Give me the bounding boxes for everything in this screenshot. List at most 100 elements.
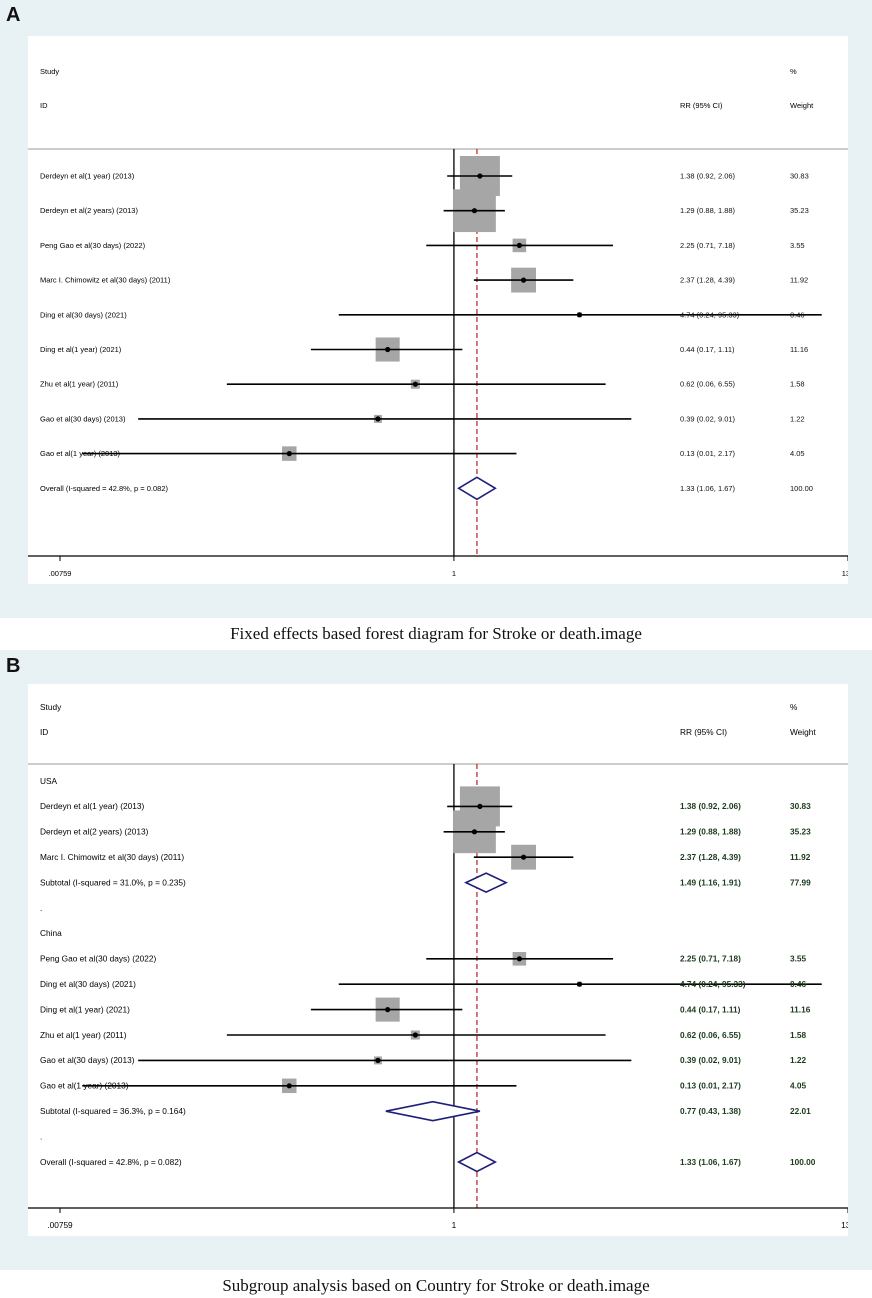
study-label: Gao et al(30 days) (2013) (40, 1055, 135, 1065)
weight-value: 1.58 (790, 380, 805, 389)
study-label: Zhu et al(1 year) (2011) (40, 1030, 127, 1040)
overall-label: Overall (I-squared = 42.8%, p = 0.082) (40, 1157, 182, 1167)
header-effect: RR (95% CI) (680, 101, 723, 110)
weight-value: 35.23 (790, 206, 809, 215)
weight-value: 11.16 (790, 1004, 811, 1014)
point-estimate (516, 242, 522, 248)
point-estimate (385, 1007, 391, 1013)
spacer-label: . (40, 903, 42, 913)
study-label: Derdeyn et al(1 year) (2013) (40, 801, 144, 811)
weight-value: 30.83 (790, 172, 809, 181)
point-estimate (576, 312, 583, 318)
weight-value: 22.01 (790, 1106, 811, 1116)
effect-value: 2.25 (0.71, 7.18) (680, 241, 736, 250)
weight-value: 100.00 (790, 1157, 816, 1167)
point-estimate (412, 381, 418, 387)
header-weight: Weight (790, 101, 814, 110)
study-label: Ding et al(30 days) (2021) (40, 979, 136, 989)
group-label: China (40, 928, 62, 938)
header-study: Study (40, 702, 62, 712)
panel-b-plot-area: Study ID RR (95% CI)% Weight USA Derdeyn et a… (28, 684, 855, 1236)
effect-value: 1.49 (1.16, 1.91) (680, 877, 741, 887)
point-estimate (385, 346, 391, 353)
weight-value: 4.05 (790, 449, 805, 458)
point-estimate (520, 277, 527, 283)
point-estimate (576, 981, 583, 987)
overall-label: Overall (I-squared = 42.8%, p = 0.082) (40, 484, 168, 493)
header-effect: RR (95% CI) (680, 727, 727, 737)
study-label: Gao et al(1 year) (2013) (40, 449, 121, 458)
point-estimate (477, 173, 483, 179)
header-percent: % (790, 67, 797, 76)
effect-value: 1.38 (0.92, 2.06) (680, 801, 741, 811)
x-tick-label: 1 (452, 1220, 457, 1230)
point-estimate (516, 956, 522, 962)
weight-value: 0.46 (790, 979, 807, 989)
header-percent: % (790, 702, 798, 712)
header-id: ID (40, 727, 48, 737)
forest-plot-b: Study ID RR (95% CI)% Weight USA Derdeyn et a… (28, 702, 855, 1230)
point-estimate (286, 1083, 292, 1089)
effect-value: 1.38 (0.92, 2.06) (680, 172, 736, 181)
weight-value: 77.99 (790, 877, 811, 887)
effect-value: 2.37 (1.28, 4.39) (680, 852, 741, 862)
effect-value: 1.33 (1.06, 1.67) (680, 484, 736, 493)
subtotal-label: Subtotal (I-squared = 36.3%, p = 0.164) (40, 1106, 186, 1116)
study-label: Derdeyn et al(2 years) (2013) (40, 206, 138, 215)
weight-value: 3.55 (790, 954, 807, 964)
effect-value: 0.62 (0.06, 6.55) (680, 1030, 741, 1040)
panel-a-label: A (6, 4, 21, 26)
weight-value: 1.58 (790, 1030, 807, 1040)
effect-value: 0.39 (0.02, 9.01) (680, 1055, 741, 1065)
point-estimate (477, 803, 483, 809)
effect-value: 4.74 (0.24, 95.33) (680, 310, 740, 319)
weight-value: 3.55 (790, 241, 805, 250)
point-estimate (286, 451, 292, 457)
x-tick-label: 132 (841, 1220, 848, 1230)
x-tick-label: .00759 (49, 569, 72, 578)
effect-value: 0.77 (0.43, 1.38) (680, 1106, 741, 1116)
overall-diamond (456, 1151, 498, 1173)
point-estimate (412, 1032, 418, 1038)
panel-b-caption: Subgroup analysis based on Country for S… (222, 1276, 650, 1295)
point-estimate (375, 416, 381, 422)
study-label: Marc I. Chimowitz et al(30 days) (2011) (40, 852, 184, 862)
study-label: Ding et al(1 year) (2021) (40, 345, 122, 354)
effect-value: 0.13 (0.01, 2.17) (680, 449, 736, 458)
weight-value: 35.23 (790, 827, 811, 837)
study-label: Ding et al(30 days) (2021) (40, 310, 127, 319)
effect-value: 0.39 (0.02, 9.01) (680, 414, 736, 423)
effect-value: 0.13 (0.01, 2.17) (680, 1081, 741, 1091)
study-label: Peng Gao et al(30 days) (2022) (40, 954, 156, 964)
study-label: Marc I. Chimowitz et al(30 days) (2011) (40, 276, 171, 285)
subtotal-label: Subtotal (I-squared = 31.0%, p = 0.235) (40, 877, 186, 887)
effect-value: 0.62 (0.06, 6.55) (680, 380, 736, 389)
study-label: Peng Gao et al(30 days) (2022) (40, 241, 146, 250)
weight-value: 4.05 (790, 1081, 807, 1091)
x-tick-label: 132 (842, 569, 848, 578)
overall-diamond (457, 476, 497, 501)
point-estimate (471, 829, 478, 835)
study-label: Ding et al(1 year) (2021) (40, 1004, 130, 1014)
panel-a-plot-area: Study ID RR (95% CI)% Weight Derdeyn et al(1… (28, 36, 854, 584)
header-weight: Weight (790, 727, 816, 737)
x-tick-label: 1 (452, 569, 456, 578)
forest-plot-a: Study ID RR (95% CI)% Weight Derdeyn et al(1… (28, 67, 854, 578)
weight-value: 100.00 (790, 484, 813, 493)
group-label: USA (40, 776, 58, 786)
study-label: Gao et al(30 days) (2013) (40, 414, 126, 423)
weight-value: 11.16 (790, 345, 808, 354)
panel-b-label: B (6, 655, 21, 677)
subtotal-diamond (385, 1100, 481, 1122)
weight-value: 11.92 (790, 852, 811, 862)
weight-value: 30.83 (790, 801, 811, 811)
study-label: Derdeyn et al(1 year) (2013) (40, 172, 135, 181)
header-id: ID (40, 101, 48, 110)
header-study: Study (40, 67, 59, 76)
weight-value: 11.92 (790, 276, 808, 285)
weight-value: 1.22 (790, 1055, 807, 1065)
effect-value: 0.44 (0.17, 1.11) (680, 345, 735, 354)
weight-value: 1.22 (790, 414, 805, 423)
study-label: Derdeyn et al(2 years) (2013) (40, 827, 149, 837)
spacer-label: . (40, 1131, 42, 1141)
